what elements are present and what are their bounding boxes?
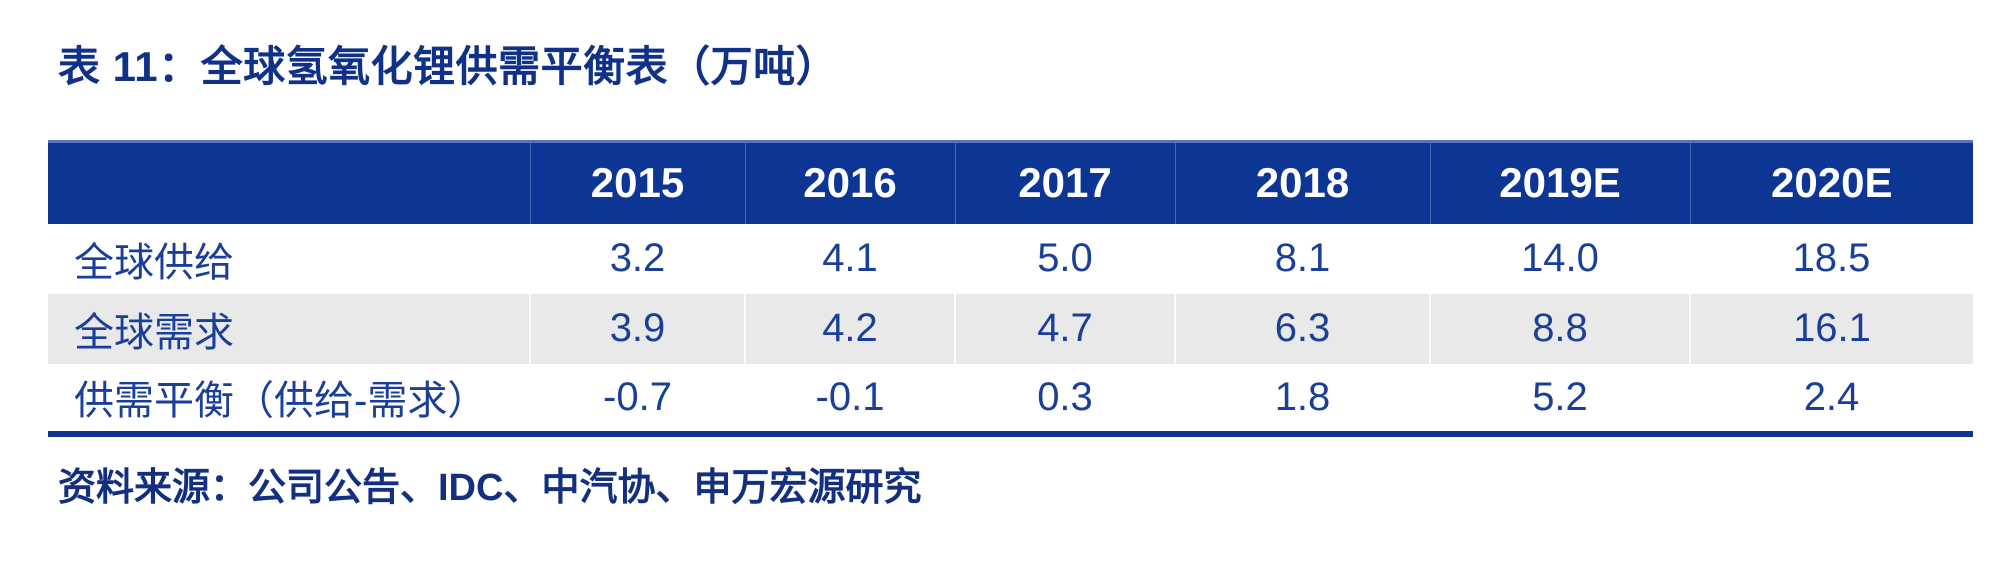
header-cell-2018: 2018	[1174, 140, 1430, 224]
value-cell: 5.0	[1037, 236, 1093, 280]
value-cell: 14.0	[1521, 236, 1599, 280]
row-label-demand: 全球需求	[48, 293, 530, 364]
value-cell: 4.7	[954, 293, 1175, 364]
table-body: 全球供给 3.2 4.1 5.0 8.1 14.0 18.5 全球需求 3.9 …	[48, 224, 1973, 434]
header-cell-empty	[48, 140, 530, 224]
table-header: 2015 2016 2017 2018 2019E 2020E	[48, 140, 1973, 224]
header-cell-2015: 2015	[529, 140, 745, 224]
value-cell: 8.1	[1274, 236, 1331, 280]
value-cell: 3.9	[529, 293, 745, 364]
header-cell-2016: 2016	[744, 140, 955, 224]
value-cell: -0.7	[603, 374, 672, 419]
value-cell: 16.1	[1689, 293, 1973, 364]
row-label-supply: 全球供给	[74, 240, 234, 285]
value-cell: -0.1	[815, 374, 885, 419]
value-cell: 18.5	[1792, 236, 1871, 280]
value-cell: 3.2	[609, 236, 666, 280]
value-cell: 1.8	[1274, 374, 1331, 419]
value-cell: 8.8	[1429, 293, 1690, 364]
value-cell: 0.3	[1037, 374, 1093, 419]
value-cell: 6.3	[1174, 293, 1430, 364]
table-row-supply: 全球供给 3.2 4.1 5.0 8.1 14.0 18.5	[48, 224, 1973, 294]
header-cell-2020e: 2020E	[1689, 140, 1973, 224]
value-cell: 5.2	[1532, 374, 1588, 419]
value-cell: 4.1	[822, 236, 878, 280]
supply-demand-table: 2015 2016 2017 2018 2019E 2020E 全球供给 3.2…	[48, 140, 1973, 437]
header-row: 2015 2016 2017 2018 2019E 2020E	[48, 140, 1973, 224]
value-cell: 2.4	[1803, 374, 1860, 419]
header-cell-2017: 2017	[954, 140, 1175, 224]
source-note: 资料来源：公司公告、IDC、中汽协、申万宏源研究	[58, 467, 922, 509]
value-cell: 4.2	[744, 293, 955, 364]
row-label-balance: 供需平衡（供给-需求）	[74, 379, 488, 423]
table-row-demand: 全球需求 3.9 4.2 4.7 6.3 8.8 16.1	[48, 293, 1973, 364]
header-cell-2019e: 2019E	[1429, 140, 1690, 224]
table-title: 表 11：全球氢氧化锂供需平衡表（万吨）	[58, 43, 839, 90]
table-row-balance: 供需平衡（供给-需求） -0.7 -0.1 0.3 1.8 5.2 2.4	[48, 364, 1973, 434]
